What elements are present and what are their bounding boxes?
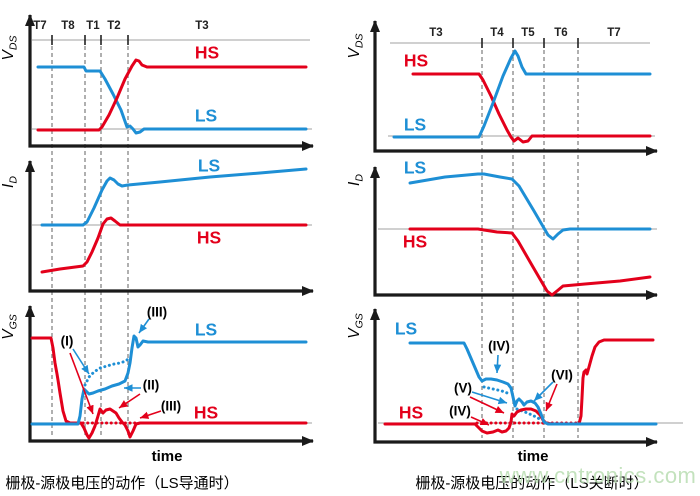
annotation-arrow	[69, 352, 94, 415]
period-label: T6	[554, 27, 567, 39]
plot-left-vgs-ls-curve	[30, 334, 308, 426]
annotation-arrow	[139, 410, 162, 419]
annotation-label: (V)	[454, 381, 472, 396]
annotation-arrow	[471, 391, 508, 405]
plot-right-vgs: VGS LS HS (IV) (V) (IV) (VI) time	[346, 308, 683, 465]
plot-right-vds-ls-curve	[392, 49, 652, 139]
y-axis-label: VGS	[0, 314, 20, 340]
period-label: T7	[33, 20, 46, 32]
y-axis-label: ID	[346, 174, 366, 186]
period-label: T3	[429, 27, 442, 39]
annotation-arrow	[469, 396, 505, 414]
plot-right-vds: T3 T4 T5 T6 T7 VDS HS LS	[346, 20, 658, 156]
plot-right-vds-series-label-ls: LS	[404, 115, 426, 135]
plot-left-vgs-series-label-ls: LS	[195, 320, 217, 340]
plot-left-id-series-label-hs: HS	[197, 228, 221, 248]
plot-right-vds-series-label-hs: HS	[404, 51, 428, 71]
plot-left-id-hs-curve	[40, 216, 308, 274]
period-label: T1	[86, 20, 100, 32]
period-label: T5	[521, 27, 535, 39]
plot-right-id-series-label-hs: HS	[403, 232, 427, 252]
plot-left-vgs-time-label: time	[152, 448, 183, 465]
plot-left-vds-hs-curve	[36, 58, 308, 132]
period-label: T3	[195, 20, 208, 32]
plot-left-vds-ls-curve	[36, 65, 308, 135]
annotation-arrow	[118, 393, 141, 409]
annotation-label: (IV)	[488, 339, 510, 354]
caption-left: 栅极-源极电压的动作（LS导通时）	[5, 475, 239, 492]
plot-right-vds-hs-curve	[411, 72, 652, 144]
annotation-arrow	[138, 318, 150, 334]
annotation-arrow	[533, 381, 554, 402]
plot-left-vds: T7 T8 T1 T2 T3 VDS HS LS	[0, 14, 314, 151]
plot-left-id-series-label-ls: LS	[198, 156, 220, 176]
annotation-arrow	[470, 416, 490, 426]
y-axis-label: VDS	[346, 34, 366, 59]
plot-left-vgs-ls-dotted-curve	[83, 356, 131, 387]
plot-left-vds-series-label-hs: HS	[195, 43, 219, 63]
annotation-label: (II)	[143, 378, 160, 393]
plot-right-id-series-label-ls: LS	[404, 158, 426, 178]
period-label: T7	[607, 27, 620, 39]
plot-right-vgs-series-label-ls: LS	[395, 319, 417, 339]
plot-right-id-hs-curve	[408, 227, 652, 297]
period-label: T8	[61, 20, 75, 32]
plot-left-id-ls-curve	[40, 167, 308, 227]
plot-right-vgs-ls-dotted-1-curve	[482, 385, 512, 396]
annotation-label: (III)	[147, 305, 167, 320]
dashed-gridlines-right	[481, 50, 579, 438]
plot-right-id: ID LS HS	[346, 158, 658, 300]
annotation-arrow	[545, 383, 558, 412]
plot-left-id: ID LS HS	[0, 156, 314, 296]
period-label: T4	[490, 27, 504, 39]
y-axis-label: VGS	[346, 313, 366, 339]
plot-right-vgs-ls-curve	[408, 341, 658, 426]
plot-left-vds-series-label-ls: LS	[195, 106, 217, 126]
annotation-arrow	[493, 354, 502, 374]
annotation-label: (VI)	[551, 368, 573, 383]
period-label: T2	[107, 20, 120, 32]
annotation-label: (IV)	[449, 404, 471, 419]
plot-right-vgs-time-label: time	[518, 448, 549, 465]
plot-right-vgs-hs-curve	[383, 338, 655, 435]
plot-right-id-ls-curve	[408, 172, 652, 241]
caption-right: 栅极-源极电压的动作（LS关断时）	[415, 475, 649, 492]
dashed-gridlines-left	[51, 46, 129, 438]
annotation-label: (I)	[61, 334, 74, 349]
annotation-arrow	[72, 348, 90, 375]
plot-left-vgs-hs-curve	[30, 336, 308, 440]
y-axis-label: VDS	[0, 36, 20, 61]
plot-right-vgs-series-label-hs: HS	[399, 403, 423, 423]
watermark: www.cntronics.com	[499, 463, 697, 488]
annotation-label: (III)	[161, 399, 181, 414]
y-axis-label: ID	[0, 176, 20, 188]
plot-left-vgs-series-label-hs: HS	[194, 403, 218, 423]
